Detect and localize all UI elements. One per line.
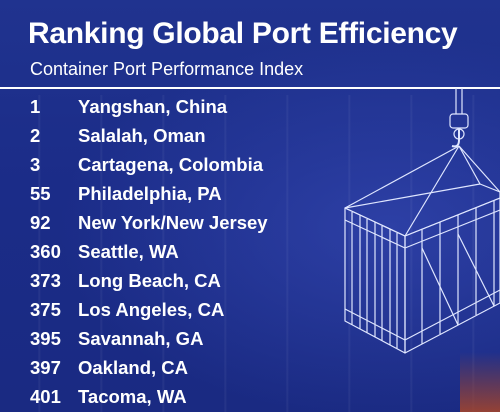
port-rank: 55 — [30, 183, 51, 204]
port-rank: 397 — [30, 357, 61, 378]
port-rank: 401 — [30, 386, 61, 407]
port-name: New York/New Jersey — [78, 212, 268, 233]
list-item: 375 Los Angeles, CA — [0, 295, 330, 324]
port-name: Long Beach, CA — [78, 270, 221, 291]
port-rank: 375 — [30, 299, 61, 320]
list-item: 397 Oakland, CA — [0, 353, 330, 382]
list-item: 2 Salalah, Oman — [0, 121, 330, 150]
port-rank: 373 — [30, 270, 61, 291]
list-item: 1 Yangshan, China — [0, 92, 330, 121]
port-name: Philadelphia, PA — [78, 183, 222, 204]
port-rank: 92 — [30, 212, 51, 233]
port-name: Oakland, CA — [78, 357, 188, 378]
shipping-container-wireframe-icon — [344, 88, 500, 354]
port-rank: 2 — [30, 125, 41, 146]
port-ranking-list: 1 Yangshan, China 2 Salalah, Oman 3 Cart… — [0, 92, 330, 411]
port-name: Yangshan, China — [78, 96, 228, 117]
port-name: Los Angeles, CA — [78, 299, 225, 320]
port-rank: 395 — [30, 328, 61, 349]
port-name: Cartagena, Colombia — [78, 154, 264, 175]
list-item: 360 Seattle, WA — [0, 237, 330, 266]
port-name: Tacoma, WA — [78, 386, 187, 407]
port-name: Seattle, WA — [78, 241, 179, 262]
port-rank: 1 — [30, 96, 41, 117]
page-title: Ranking Global Port Efficiency — [28, 17, 458, 50]
background-container-stack — [0, 95, 500, 412]
list-item: 55 Philadelphia, PA — [0, 179, 330, 208]
header-divider — [0, 87, 500, 89]
list-item: 401 Tacoma, WA — [0, 382, 330, 411]
list-item: 3 Cartagena, Colombia — [0, 150, 330, 179]
list-item: 373 Long Beach, CA — [0, 266, 330, 295]
list-item: 395 Savannah, GA — [0, 324, 330, 353]
port-name: Salalah, Oman — [78, 125, 206, 146]
port-name: Savannah, GA — [78, 328, 204, 349]
page-subtitle: Container Port Performance Index — [30, 59, 304, 79]
list-item: 92 New York/New Jersey — [0, 208, 330, 237]
port-rank: 3 — [30, 154, 41, 175]
port-rank: 360 — [30, 241, 61, 262]
background-accent — [460, 352, 500, 412]
